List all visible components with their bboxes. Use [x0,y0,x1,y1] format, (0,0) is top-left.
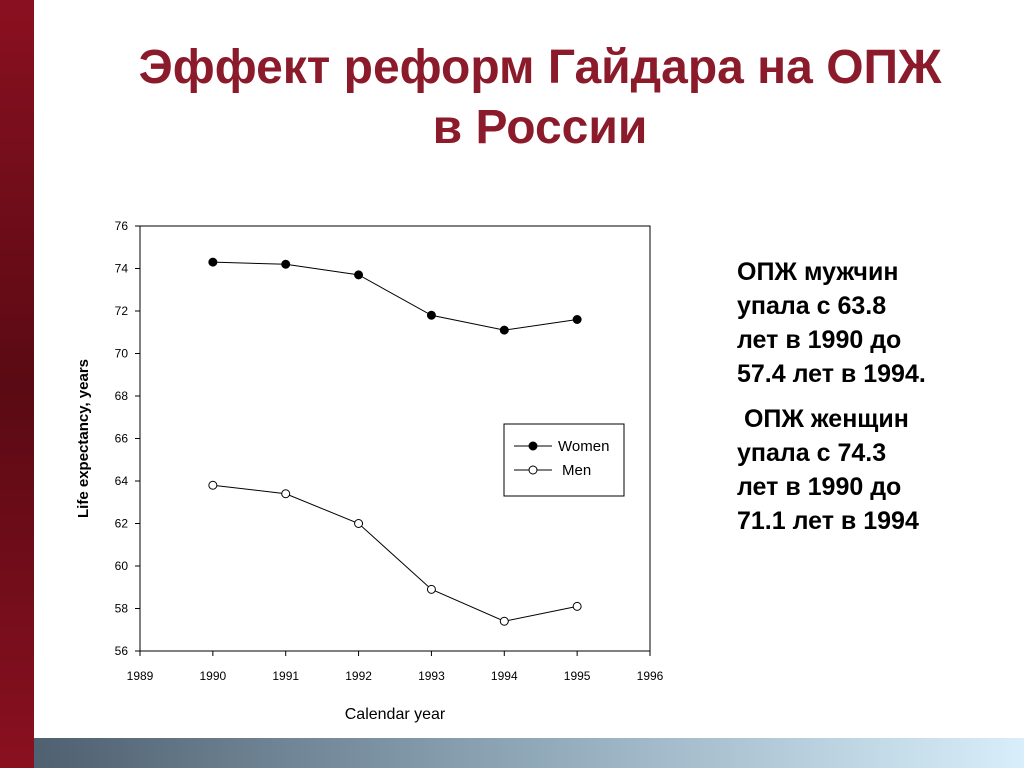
y-tick-label: 76 [115,219,129,233]
y-axis-label: Life expectancy, years [75,359,92,518]
life-expectancy-chart: 56 58 60 62 64 66 68 70 72 74 76 1989 1990 1991 1992 19… [70,210,690,730]
legend-marker [528,441,538,451]
y-tick-label: 74 [115,262,129,276]
women-paragraph: ОПЖ женщин упала с 74.3 лет в 1990 до 71… [737,402,1017,538]
y-tick-label: 68 [115,389,129,403]
legend-marker [528,465,538,475]
y-tick-label: 64 [115,474,129,488]
x-tick-label: 1995 [564,669,591,683]
x-tick-label: 1992 [345,669,372,683]
legend-label: Women [558,438,609,455]
men-line: 57.4 лет в 1994. [737,360,926,388]
men-point [208,480,218,490]
chart-svg: 56 58 60 62 64 66 68 70 72 74 76 1989 1990 1991 1992 19… [75,219,664,723]
women-point [281,259,291,269]
x-axis-label: Calendar year [345,706,446,723]
women-series-line [212,261,578,331]
y-tick-label: 56 [115,644,129,658]
women-line: упала с 74.3 [737,439,887,467]
women-point [208,257,218,267]
x-tick-label: 1989 [127,669,154,683]
slide-title: Эффект реформ Гайдара на ОПЖ в России [60,38,1020,158]
men-paragraph: ОПЖ мужчин упала с 63.8 лет в 1990 до 57… [737,255,1017,391]
women-line: 71.1 лет в 1994 [737,507,919,535]
men-line: ОПЖ мужчин [737,258,899,286]
x-tick-label: 1994 [491,669,518,683]
legend-box [503,423,625,497]
x-tick-label: 1993 [418,669,445,683]
y-tick-label: 70 [115,347,129,361]
x-tick-label: 1991 [272,669,299,683]
women-line: ОПЖ женщин [737,405,909,433]
women-point [354,270,364,280]
y-tick-label: 60 [115,559,129,573]
y-tick-label: 58 [115,602,129,616]
men-point [426,584,436,594]
men-line: лет в 1990 до [737,326,902,354]
y-tick-label: 72 [115,304,129,318]
men-point [499,616,509,626]
slide-title-line-2: в России [432,101,648,154]
men-point [354,519,364,528]
y-tick-label: 62 [115,517,129,531]
y-tick-label: 66 [115,432,129,446]
slide-title-line-1: Эффект реформ Гайдара на ОПЖ [138,41,942,94]
left-accent-bar [0,0,34,768]
women-point [572,315,582,324]
x-tick-label: 1996 [637,669,664,683]
x-tick-label: 1990 [200,669,227,683]
women-point [499,325,509,335]
side-text: ОПЖ мужчин упала с 63.8 лет в 1990 до 57… [737,255,1017,549]
men-line: упала с 63.8 [737,292,887,320]
men-series-line [212,484,578,622]
women-line: лет в 1990 до [737,473,902,501]
men-point [281,489,291,499]
legend-label: Men [562,462,591,479]
men-point [572,601,582,611]
bottom-accent-bar [34,738,1024,768]
women-point [426,310,436,320]
